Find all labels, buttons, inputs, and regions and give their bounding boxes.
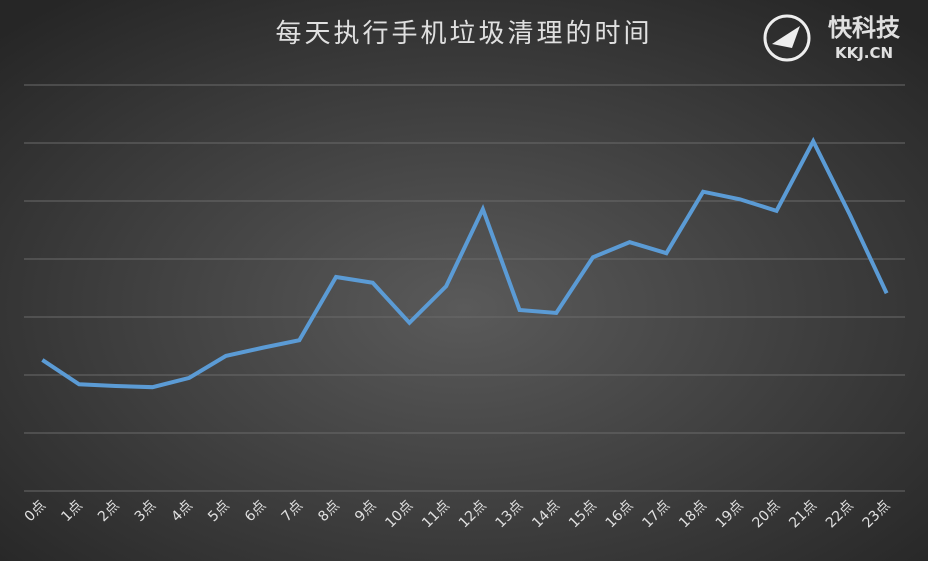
logo: 快科技 KKJ.CN <box>763 14 901 62</box>
logo-icon <box>763 14 811 62</box>
logo-site: KKJ.CN <box>835 44 893 62</box>
data-line <box>41 136 889 390</box>
logo-icon <box>772 26 800 48</box>
chart-title: 每天执行手机垃圾清理的时间 <box>275 19 652 49</box>
logo-name: 快科技 <box>828 14 901 42</box>
